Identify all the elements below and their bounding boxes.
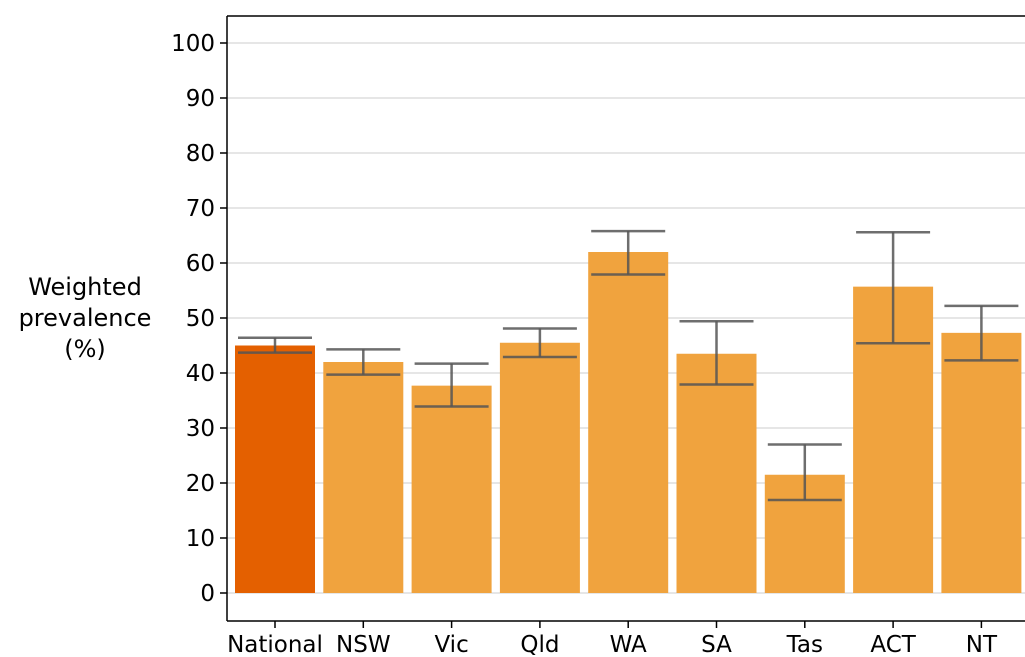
y-axis-title-line-2: prevalence: [18, 304, 152, 332]
y-axis-title: Weighted prevalence (%): [0, 272, 170, 365]
bar-national: [235, 345, 315, 593]
x-tick-label: NSW: [336, 632, 391, 657]
y-axis-ticks: 0 10 20 30 40 50 60 70 80 90 100: [171, 31, 227, 607]
bars: [235, 252, 1022, 593]
y-axis-title-line-3: (%): [64, 335, 106, 363]
x-tick-label: ACT: [870, 632, 916, 657]
x-tick-label: Qld: [520, 632, 559, 657]
error-bar-vic: [414, 362, 489, 408]
x-tick-label: National: [227, 632, 323, 657]
y-tick-label: 30: [186, 416, 215, 442]
error-bar-act: [856, 230, 931, 345]
error-bar-tas: [767, 443, 842, 502]
bar-qld: [499, 342, 580, 593]
y-tick-label: 20: [186, 471, 215, 497]
bar-nsw: [323, 362, 404, 593]
x-tick-label: Tas: [786, 632, 823, 657]
y-tick-label: 40: [186, 361, 215, 387]
y-tick-label: 70: [186, 196, 215, 222]
error-bar-nt: [944, 304, 1019, 362]
y-tick-label: 50: [186, 306, 215, 332]
error-bars: [238, 229, 1019, 502]
bar-vic: [411, 385, 492, 593]
x-tick-label: WA: [610, 632, 647, 657]
y-tick-label: 90: [186, 86, 215, 112]
y-tick-label: 80: [186, 141, 215, 167]
error-bar-wa: [591, 229, 666, 276]
error-bar-nsw: [326, 348, 401, 376]
bar-wa: [588, 252, 669, 593]
bar-nt: [941, 332, 1022, 593]
y-tick-label: 60: [186, 251, 215, 277]
y-tick-label: 10: [186, 526, 215, 552]
x-tick-label: SA: [701, 632, 732, 657]
bar-sa: [676, 353, 757, 593]
y-tick-label: 0: [200, 581, 215, 607]
error-bar-sa: [679, 320, 754, 386]
y-tick-label: 100: [171, 31, 215, 57]
x-tick-label: Vic: [434, 632, 468, 657]
x-axis-ticks: National NSW Vic Qld WA SA Tas ACT NT: [227, 621, 998, 657]
x-tick-label: NT: [966, 632, 998, 657]
error-bar-national: [238, 336, 312, 354]
y-axis-title-line-1: Weighted: [28, 273, 142, 301]
error-bar-qld: [502, 327, 577, 359]
